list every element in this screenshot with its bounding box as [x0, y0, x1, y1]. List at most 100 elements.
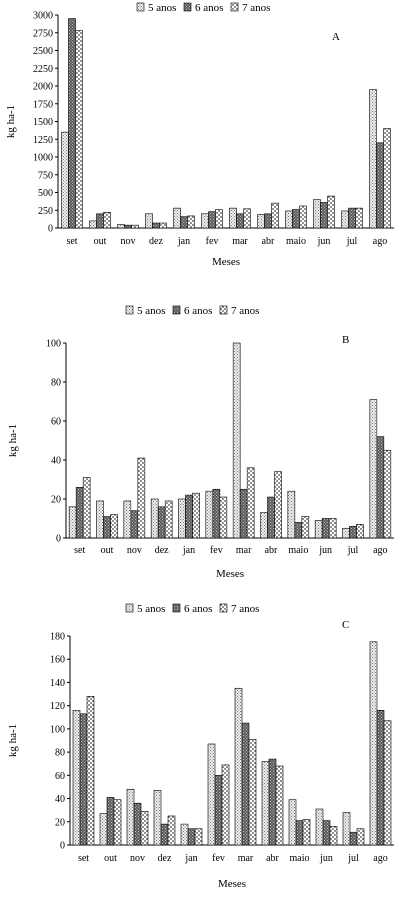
y-tick-label: 3000 [33, 11, 53, 22]
y-tick-label: 140 [50, 678, 65, 689]
bar-dez-series-1 [150, 498, 159, 539]
x-tick-label: jun [318, 545, 332, 556]
bar-set-series-1 [61, 131, 69, 229]
chart-panel-B: 5 anos 6 anos 7 anos B 0 20 40 60 80 100 set out nov… [7, 305, 394, 580]
y-tick-label: 40 [51, 456, 61, 467]
bar-ago-series-3 [383, 449, 392, 539]
y-tick-label: 180 [50, 632, 65, 643]
legend-swatch [136, 2, 145, 12]
x-tick-label: jan [184, 853, 197, 864]
chart-panel-A: 5 anos 6 anos 7 anos A 0 250 500 750 1000 1250 150… [5, 2, 394, 268]
bar-jul-series-3 [355, 207, 363, 229]
bar-out-series-3 [113, 799, 122, 846]
legend-label: 7 anos [231, 603, 259, 615]
x-tick-label: jul [346, 236, 358, 247]
bar-abr-series-3 [271, 202, 279, 229]
bar-abr-series-1 [261, 761, 270, 846]
bar-maio-series-2 [292, 209, 300, 229]
legend-label: 7 anos [231, 305, 259, 317]
y-tick-label: 2250 [33, 64, 53, 75]
x-tick-label: out [101, 545, 114, 556]
x-tick-label: fev [210, 545, 223, 556]
x-tick-label: abr [262, 236, 275, 247]
y-tick-label: 100 [50, 724, 65, 735]
bar-abr-series-3 [274, 471, 282, 539]
y-tick-label: 2500 [33, 46, 53, 57]
x-tick-label: nov [127, 545, 142, 556]
x-tick-label: out [94, 236, 107, 247]
bar-jun-series-2 [320, 202, 328, 229]
bar-maio-series-1 [288, 799, 297, 846]
x-tick-label: jan [182, 545, 195, 556]
bar-ago-series-3 [383, 128, 391, 229]
bar-set-series-2 [68, 18, 76, 229]
legend: 5 anos 6 anos 7 anos [125, 603, 259, 615]
legend-label: 5 anos [137, 603, 165, 615]
bar-maio-series-3 [302, 819, 311, 846]
bar-fev-series-1 [201, 213, 209, 229]
bar-fev-series-1 [205, 490, 214, 539]
y-tick-label: 250 [38, 206, 53, 217]
bar-ago-series-1 [369, 399, 378, 539]
legend-swatch [219, 603, 228, 613]
bar-ago-series-2 [376, 436, 385, 539]
legend-swatch [125, 305, 134, 315]
y-tick-label: 40 [55, 794, 65, 805]
panel-letter: C [342, 619, 349, 631]
y-tick-label: 2000 [33, 82, 53, 93]
bar-nov-series-2 [130, 510, 139, 539]
bar-maio-series-1 [287, 490, 296, 539]
bar-fev-series-2 [214, 775, 223, 846]
y-tick-label: 0 [48, 224, 53, 235]
bar-out-series-1 [99, 813, 108, 846]
bar-out-series-3 [110, 514, 118, 539]
x-tick-label: dez [149, 236, 163, 247]
legend-swatch [183, 2, 192, 12]
bar-dez-series-3 [159, 222, 167, 229]
bar-ago-series-1 [369, 89, 377, 229]
bar-jul-series-2 [349, 525, 357, 539]
y-tick-label: 80 [55, 748, 65, 759]
bar-ago-series-2 [376, 710, 385, 846]
bar-mar-series-3 [246, 467, 255, 539]
bar-jun-series-3 [328, 518, 337, 539]
bar-abr-series-1 [260, 512, 268, 539]
legend-swatch [172, 603, 181, 613]
bar-fev-series-1 [207, 743, 216, 846]
bar-out-series-2 [96, 213, 104, 229]
y-tick-label: 1000 [33, 153, 53, 164]
bar-jul-series-2 [349, 831, 358, 846]
bar-fev-series-3 [221, 764, 230, 846]
x-tick-label: jan [177, 236, 190, 247]
y-tick-label: 80 [51, 378, 61, 389]
bar-jan-series-3 [187, 215, 195, 229]
bar-jan-series-2 [187, 828, 196, 846]
y-tick-label: 160 [50, 655, 65, 666]
x-tick-label: mar [236, 545, 252, 556]
bar-mar-series-1 [232, 342, 241, 539]
bar-maio-series-2 [294, 522, 303, 539]
bar-set-series-1 [72, 710, 81, 846]
bar-abr-series-2 [268, 758, 277, 846]
x-tick-label: ago [373, 236, 387, 247]
bar-fev-series-3 [219, 496, 228, 539]
bar-ago-series-1 [369, 641, 378, 846]
legend-label: 7 anos [242, 2, 270, 14]
x-tick-label: ago [373, 853, 387, 864]
legend-swatch [125, 603, 134, 613]
bar-nov-series-2 [124, 224, 132, 229]
y-tick-label: 20 [55, 817, 65, 828]
legend-swatch [219, 305, 228, 315]
bar-jan-series-1 [173, 207, 181, 229]
x-tick-label: set [78, 853, 89, 864]
y-tick-label: 500 [38, 188, 53, 199]
bar-out-series-1 [89, 220, 97, 229]
bar-nov-series-3 [137, 457, 146, 539]
bar-maio-series-2 [295, 820, 304, 846]
bar-mar-series-3 [243, 208, 251, 229]
bar-jul-series-1 [342, 527, 350, 539]
bar-mar-series-2 [239, 488, 248, 539]
x-tick-label: set [66, 236, 77, 247]
legend-swatch [230, 2, 239, 12]
bar-mar-series-3 [248, 739, 257, 846]
